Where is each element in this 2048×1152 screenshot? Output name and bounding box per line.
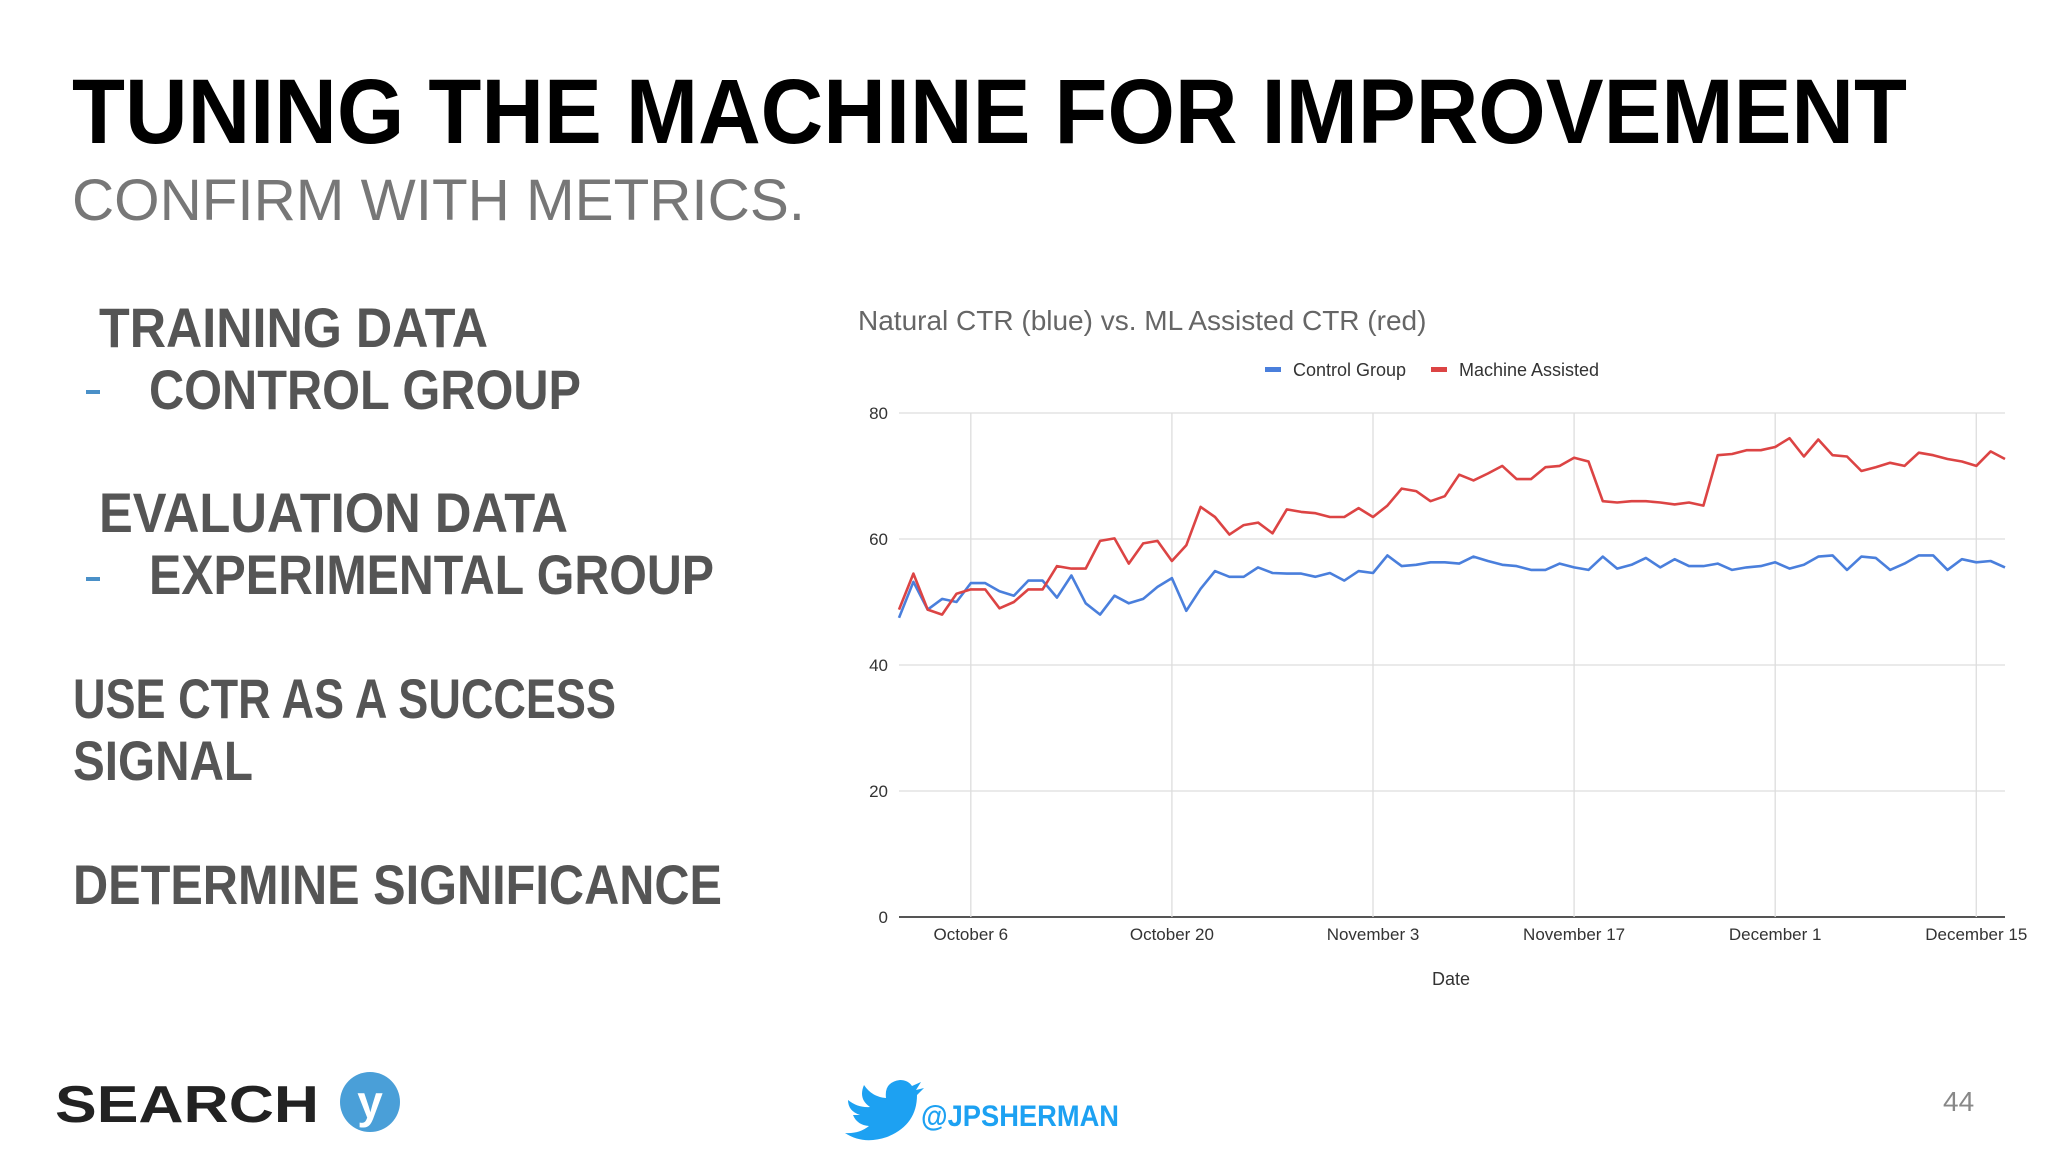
twitter-handle: @JPSHERMAN xyxy=(921,1100,1119,1133)
slide-title: TUNING THE MACHINE FOR IMPROVEMENT xyxy=(72,61,1907,163)
y-tick-label: 20 xyxy=(869,782,888,801)
legend-swatch xyxy=(1431,367,1447,372)
slide-subtitle: CONFIRM WITH METRICS. xyxy=(72,168,805,233)
y-tick-label: 0 xyxy=(879,908,888,927)
chart: Natural CTR (blue) vs. ML Assisted CTR (… xyxy=(858,305,2027,989)
y-tick-label: 80 xyxy=(869,404,888,423)
y-tick-label: 40 xyxy=(869,656,888,675)
x-tick-label: October 6 xyxy=(933,925,1008,944)
body-line: DETERMINE SIGNIFICANCE xyxy=(73,853,722,916)
x-tick-label: November 3 xyxy=(1327,925,1420,944)
body-line: USE CTR AS A SUCCESS xyxy=(73,667,616,730)
x-axis-label: Date xyxy=(1432,969,1470,989)
x-tick-label: December 15 xyxy=(1925,925,2027,944)
chart-title: Natural CTR (blue) vs. ML Assisted CTR (… xyxy=(858,305,1426,336)
legend-swatch xyxy=(1265,367,1281,372)
body-item: EXPERIMENTAL GROUP xyxy=(149,543,714,606)
page-number: 44 xyxy=(1943,1086,1974,1117)
logo-circle xyxy=(340,1072,400,1132)
logo-mark: y xyxy=(357,1076,383,1128)
body-heading: EVALUATION DATA xyxy=(99,481,568,544)
logo-text: SEARCH xyxy=(55,1076,319,1134)
legend-label: Machine Assisted xyxy=(1459,360,1599,380)
x-tick-label: December 1 xyxy=(1729,925,1822,944)
data-line xyxy=(897,554,2006,619)
y-tick-label: 60 xyxy=(869,530,888,549)
legend-label: Control Group xyxy=(1293,360,1406,380)
body-item: CONTROL GROUP xyxy=(149,358,581,421)
bullet-dash xyxy=(86,390,100,394)
bullet-dash xyxy=(86,577,100,581)
body-line: SIGNAL xyxy=(73,729,253,792)
data-line xyxy=(897,436,2006,616)
body-heading: TRAINING DATA xyxy=(99,296,488,359)
twitter-icon xyxy=(845,1080,924,1141)
x-tick-label: November 17 xyxy=(1523,925,1625,944)
x-tick-label: October 20 xyxy=(1130,925,1214,944)
